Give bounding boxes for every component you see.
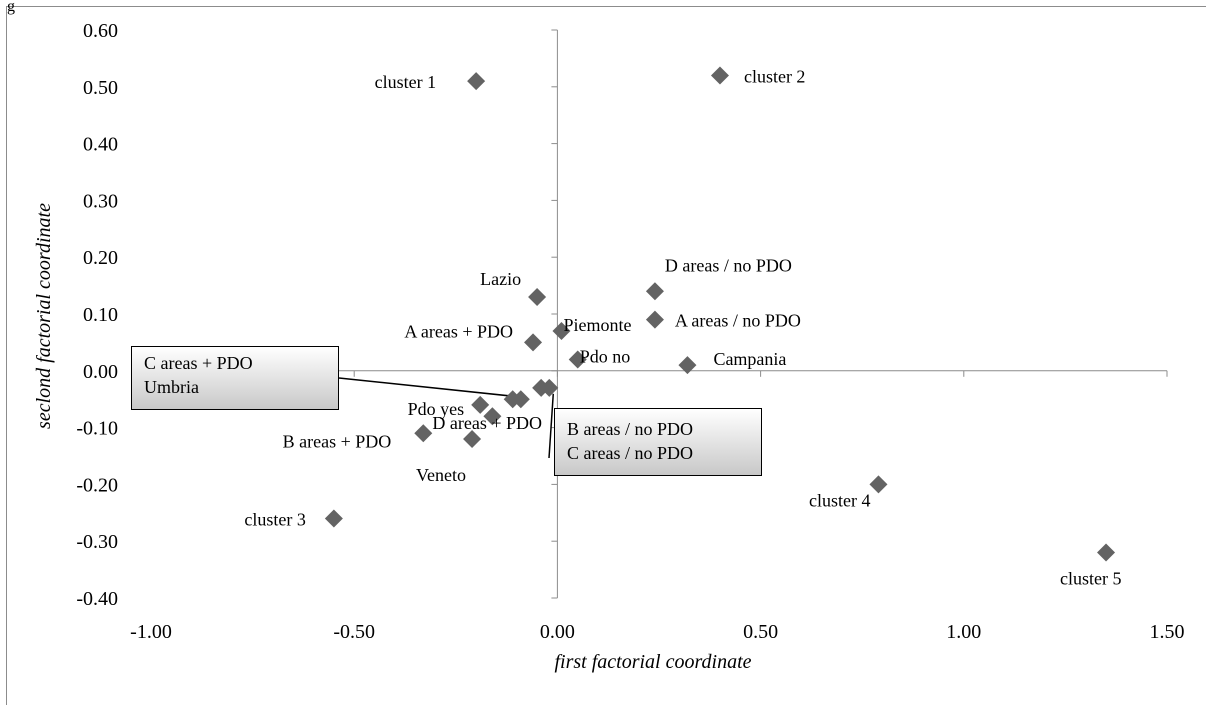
data-point-marker (463, 429, 482, 448)
data-point-label: Pdo yes (408, 399, 465, 419)
callout-leader-line (548, 393, 555, 459)
data-point-marker (511, 390, 530, 409)
data-point-label: Lazio (480, 269, 521, 289)
y-tick-label: -0.20 (76, 474, 118, 496)
x-axis-title: first factorial coordinate (554, 651, 751, 673)
y-tick-label: 0.00 (83, 361, 118, 383)
x-tick-label: 0.50 (743, 621, 778, 643)
callout-line: Umbria (144, 377, 199, 397)
data-point-label: D areas / no PDO (665, 255, 792, 275)
chart-frame: g (6, 0, 1206, 705)
y-tick-label: 0.30 (83, 190, 118, 212)
data-point-label: cluster 1 (375, 72, 436, 92)
data-point-label: Campania (713, 349, 786, 369)
data-point-marker (528, 287, 547, 306)
data-point-marker (552, 322, 571, 341)
data-point-marker (414, 424, 433, 443)
y-tick-label: 0.40 (83, 134, 118, 156)
data-point-label: A areas / no PDO (675, 311, 801, 331)
data-point-marker (471, 395, 490, 414)
y-tick-label: 0.60 (83, 20, 118, 42)
data-point-marker (678, 356, 697, 375)
y-tick-label: -0.40 (76, 588, 118, 610)
data-point-marker (540, 378, 559, 397)
y-tick-label: -0.10 (76, 418, 118, 440)
callout-line: B areas / no PDO (567, 419, 693, 439)
data-point-marker (710, 66, 729, 85)
y-tick-label: 0.10 (83, 304, 118, 326)
y-tick-label: 0.20 (83, 247, 118, 269)
data-point-marker (645, 282, 664, 301)
data-point-label: cluster 2 (744, 66, 805, 86)
data-point-label: B areas + PDO (283, 431, 392, 451)
y-tick-label: -0.30 (76, 531, 118, 553)
callout-box-b-c-areas-no-pdo: B areas / no PDO C areas / no PDO (554, 408, 762, 476)
data-point-label: cluster 3 (244, 509, 305, 529)
data-point-marker (645, 310, 664, 329)
x-tick-label: 1.50 (1150, 621, 1185, 643)
tick-labels: -1.00 -0.50 0.00 0.50 1.00 1.50 0.60 0.50 0.40 0.… (76, 20, 1184, 643)
data-point-label: Veneto (416, 465, 466, 485)
callout-leaders (338, 377, 555, 459)
callout-line: C areas + PDO (144, 353, 253, 373)
point-labels: cluster 1 cluster 2 cluster 3 cluster 4 clus… (244, 66, 1121, 588)
callout-leader-line (338, 377, 513, 397)
y-tick-label: 0.50 (83, 77, 118, 99)
callout-box-c-areas-umbria: C areas + PDO Umbria (131, 346, 339, 410)
x-tick-label: -0.50 (333, 621, 375, 643)
corner-text-fragment: g (7, 0, 15, 15)
data-point-label: Pdo no (580, 346, 631, 366)
data-point-marker (1097, 543, 1116, 562)
data-points (324, 66, 1116, 562)
data-point-marker (524, 333, 543, 352)
data-point-label: Piemonte (563, 315, 631, 335)
data-point-label: cluster 4 (809, 490, 870, 510)
x-tick-label: 1.00 (946, 621, 981, 643)
data-point-label: cluster 5 (1060, 569, 1121, 589)
x-tick-label: 0.00 (540, 621, 575, 643)
data-point-label: D areas + PDO (432, 413, 542, 433)
data-point-marker (467, 72, 486, 91)
data-point-marker (568, 350, 587, 369)
data-point-marker (324, 509, 343, 528)
data-point-marker (483, 407, 502, 426)
y-axis-title: seclond factorial coordinate (33, 203, 55, 429)
callout-line: C areas / no PDO (567, 443, 693, 463)
x-tick-label: -1.00 (130, 621, 172, 643)
data-point-label: A areas + PDO (404, 321, 513, 341)
data-point-marker (869, 475, 888, 494)
